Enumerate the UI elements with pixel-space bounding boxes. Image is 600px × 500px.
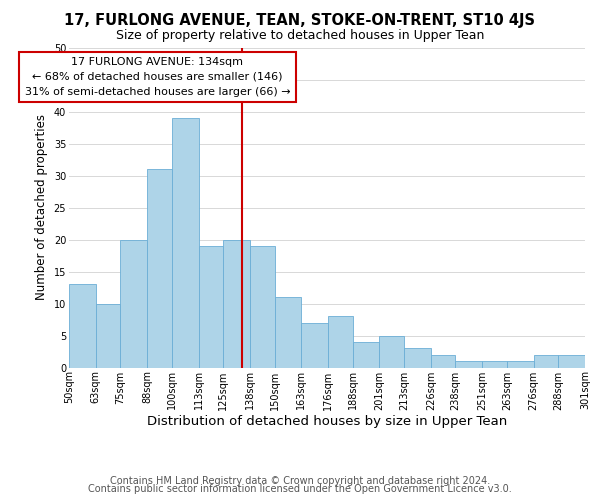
Bar [121, 240, 147, 368]
Bar [455, 361, 482, 368]
Bar [558, 354, 585, 368]
Bar [147, 169, 172, 368]
Bar [507, 361, 533, 368]
Bar [353, 342, 379, 367]
Bar [301, 322, 328, 368]
Text: 17 FURLONG AVENUE: 134sqm
← 68% of detached houses are smaller (146)
31% of semi: 17 FURLONG AVENUE: 134sqm ← 68% of detac… [25, 57, 290, 96]
Bar [533, 354, 558, 368]
Bar [431, 354, 455, 368]
Y-axis label: Number of detached properties: Number of detached properties [35, 114, 48, 300]
X-axis label: Distribution of detached houses by size in Upper Tean: Distribution of detached houses by size … [147, 415, 507, 428]
Bar [275, 297, 301, 368]
Bar [404, 348, 431, 368]
Bar [328, 316, 353, 368]
Text: Size of property relative to detached houses in Upper Tean: Size of property relative to detached ho… [116, 29, 484, 42]
Bar [482, 361, 507, 368]
Bar [199, 246, 223, 368]
Bar [223, 240, 250, 368]
Bar [172, 118, 199, 368]
Bar [379, 336, 404, 368]
Text: Contains HM Land Registry data © Crown copyright and database right 2024.: Contains HM Land Registry data © Crown c… [110, 476, 490, 486]
Bar [96, 304, 121, 368]
Bar [69, 284, 96, 368]
Text: 17, FURLONG AVENUE, TEAN, STOKE-ON-TRENT, ST10 4JS: 17, FURLONG AVENUE, TEAN, STOKE-ON-TRENT… [65, 12, 536, 28]
Bar [250, 246, 275, 368]
Text: Contains public sector information licensed under the Open Government Licence v3: Contains public sector information licen… [88, 484, 512, 494]
